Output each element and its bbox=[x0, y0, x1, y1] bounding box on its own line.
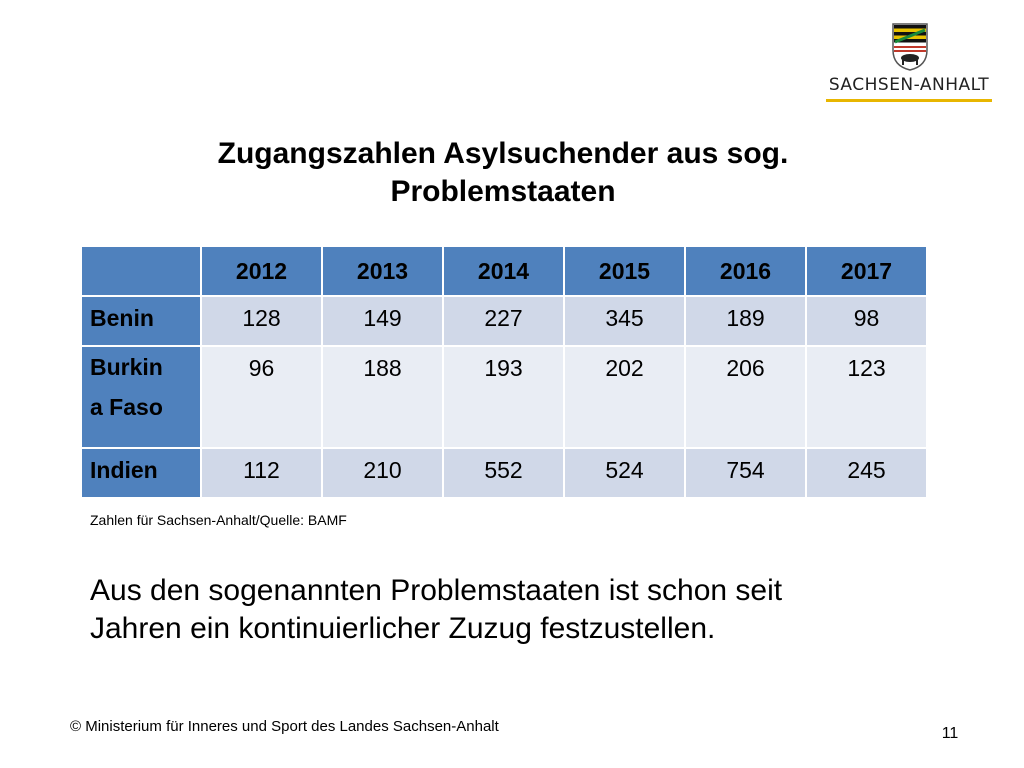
value-cell: 345 bbox=[565, 297, 684, 345]
year-header: 2017 bbox=[807, 247, 926, 295]
value-cell: 96 bbox=[202, 347, 321, 447]
value-cell: 188 bbox=[323, 347, 442, 447]
value-cell: 98 bbox=[807, 297, 926, 345]
value-cell: 245 bbox=[807, 449, 926, 497]
copyright-footer: © Ministerium für Inneres und Sport des … bbox=[70, 718, 499, 735]
sachsen-anhalt-logo: SACHSEN-ANHALT bbox=[826, 22, 992, 106]
table-row-indien: Indien 112 210 552 524 754 245 bbox=[82, 449, 926, 497]
logo-wordmark: SACHSEN-ANHALT bbox=[828, 75, 990, 95]
value-cell: 123 bbox=[807, 347, 926, 447]
country-label: Benin bbox=[82, 297, 200, 345]
slide-title-line-2: Problemstaaten bbox=[390, 175, 616, 208]
coat-of-arms-icon bbox=[892, 23, 928, 71]
table-header-row: 2012 2013 2014 2015 2016 2017 bbox=[82, 247, 926, 295]
country-label: Indien bbox=[82, 449, 200, 497]
year-header: 2016 bbox=[686, 247, 805, 295]
logo-underline bbox=[826, 99, 992, 102]
value-cell: 227 bbox=[444, 297, 563, 345]
year-header: 2013 bbox=[323, 247, 442, 295]
value-cell: 193 bbox=[444, 347, 563, 447]
page-number: 11 bbox=[941, 725, 959, 742]
year-header: 2015 bbox=[565, 247, 684, 295]
body-line-1: Aus den sogenannten Problemstaaten ist s… bbox=[90, 574, 783, 607]
source-note: Zahlen für Sachsen-Anhalt/Quelle: BAMF bbox=[90, 512, 347, 528]
slide-title: Zugangszahlen Asylsuchender aus sog. Pro… bbox=[100, 135, 906, 211]
body-paragraph: Aus den sogenannten Problemstaaten ist s… bbox=[90, 572, 950, 648]
value-cell: 754 bbox=[686, 449, 805, 497]
slide-title-line-1: Zugangszahlen Asylsuchender aus sog. bbox=[217, 137, 789, 170]
value-cell: 112 bbox=[202, 449, 321, 497]
value-cell: 524 bbox=[565, 449, 684, 497]
body-line-2: Jahren ein kontinuierlicher Zuzug festzu… bbox=[90, 612, 716, 645]
value-cell: 210 bbox=[323, 449, 442, 497]
value-cell: 552 bbox=[444, 449, 563, 497]
country-label-line-2: a Faso bbox=[90, 394, 163, 420]
year-header: 2014 bbox=[444, 247, 563, 295]
year-header: 2012 bbox=[202, 247, 321, 295]
asylum-statistics-table: 2012 2013 2014 2015 2016 2017 Benin 128 … bbox=[80, 245, 928, 499]
value-cell: 149 bbox=[323, 297, 442, 345]
value-cell: 206 bbox=[686, 347, 805, 447]
value-cell: 128 bbox=[202, 297, 321, 345]
country-label: Burkin a Faso bbox=[82, 347, 200, 447]
table-row-burkina-faso: Burkin a Faso 96 188 193 202 206 123 bbox=[82, 347, 926, 447]
table-row-benin: Benin 128 149 227 345 189 98 bbox=[82, 297, 926, 345]
header-corner-cell bbox=[82, 247, 200, 295]
country-label-line-1: Burkin bbox=[90, 354, 163, 380]
value-cell: 189 bbox=[686, 297, 805, 345]
value-cell: 202 bbox=[565, 347, 684, 447]
